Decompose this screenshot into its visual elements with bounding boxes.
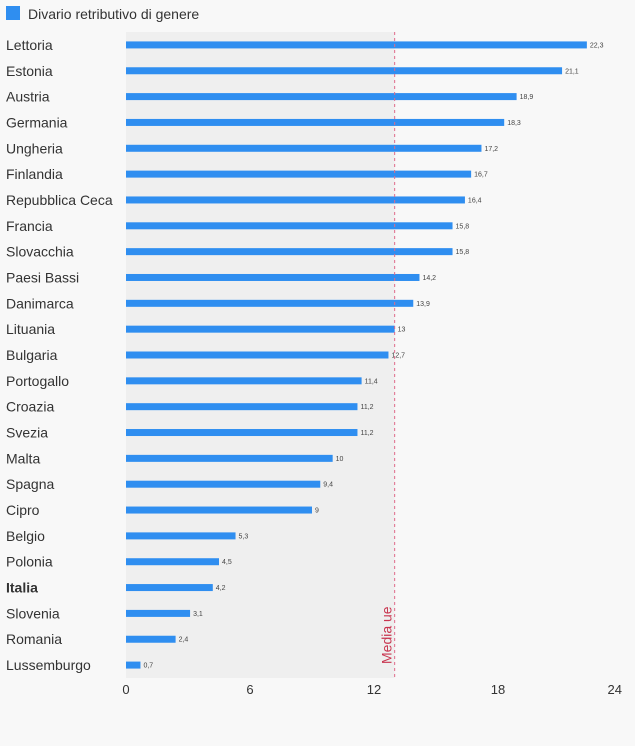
- bar: [126, 196, 465, 204]
- bar: [126, 635, 176, 643]
- category-label: Spagna: [6, 476, 54, 492]
- bar-value-label: 9: [315, 508, 319, 515]
- x-tick-label: 12: [367, 682, 381, 697]
- category-label: Slovacchia: [6, 244, 74, 260]
- bar: [126, 661, 141, 669]
- bar-value-label: 16,4: [468, 197, 482, 204]
- category-label: Italia: [6, 580, 38, 596]
- category-label: Svezia: [6, 425, 48, 441]
- category-label: Polonia: [6, 554, 53, 570]
- bar-value-label: 13,9: [416, 301, 430, 308]
- category-label: Francia: [6, 218, 53, 234]
- bar: [126, 429, 358, 437]
- bar: [126, 325, 395, 333]
- category-label: Romania: [6, 631, 62, 647]
- bar: [126, 351, 389, 359]
- reference-label: Media ue: [379, 606, 395, 664]
- bar-value-label: 2,4: [179, 637, 189, 644]
- bar-value-label: 13: [398, 327, 406, 334]
- bar: [126, 377, 362, 385]
- bar-value-label: 17,2: [484, 146, 498, 153]
- bar: [126, 299, 414, 307]
- bar-value-label: 5,3: [239, 533, 249, 540]
- bar-value-label: 3,1: [193, 611, 203, 618]
- category-label: Bulgaria: [6, 347, 58, 363]
- bar: [126, 222, 453, 230]
- legend-label: Divario retributivo di genere: [28, 6, 199, 22]
- bar: [126, 248, 453, 256]
- bar-value-label: 10: [336, 456, 344, 463]
- category-label: Belgio: [6, 528, 45, 544]
- legend-swatch: [6, 6, 20, 20]
- category-label: Paesi Bassi: [6, 269, 79, 285]
- bar-value-label: 18,9: [520, 94, 534, 101]
- bar: [126, 41, 587, 49]
- bar: [126, 118, 505, 126]
- bar: [126, 532, 236, 540]
- bar: [126, 584, 213, 592]
- category-label: Ungheria: [6, 140, 63, 156]
- bar: [126, 609, 191, 617]
- x-tick-label: 0: [122, 682, 129, 697]
- bar-value-label: 11,4: [365, 378, 378, 385]
- bar: [126, 480, 321, 488]
- category-label: Estonia: [6, 63, 53, 79]
- bar-value-label: 0,7: [143, 663, 153, 670]
- category-label: Finlandia: [6, 166, 63, 182]
- category-label: Portogallo: [6, 373, 69, 389]
- bar: [126, 558, 219, 566]
- bar-value-label: 12,7: [391, 353, 405, 360]
- category-label: Lettoria: [6, 37, 53, 53]
- bar-value-label: 21,1: [565, 68, 579, 75]
- category-label: Austria: [6, 89, 50, 105]
- bar-value-label: 4,2: [216, 585, 226, 592]
- x-tick-label: 24: [608, 682, 622, 697]
- category-label: Croazia: [6, 399, 54, 415]
- bar-value-label: 22,3: [590, 42, 604, 49]
- bar: [126, 403, 358, 411]
- bar: [126, 454, 333, 462]
- x-tick-label: 6: [246, 682, 253, 697]
- category-label: Germania: [6, 114, 68, 130]
- category-label: Repubblica Ceca: [6, 192, 113, 208]
- category-label: Slovenia: [6, 605, 60, 621]
- bar: [126, 506, 312, 514]
- bar-value-label: 11,2: [360, 404, 373, 411]
- bar-value-label: 15,8: [456, 249, 470, 256]
- category-label: Malta: [6, 450, 40, 466]
- bar: [126, 273, 420, 281]
- category-label: Lituania: [6, 321, 55, 337]
- bar-value-label: 11,2: [360, 430, 373, 437]
- bar-value-label: 14,2: [422, 275, 436, 282]
- x-tick-label: 18: [491, 682, 505, 697]
- bar-value-label: 4,5: [222, 559, 232, 566]
- category-label: Cipro: [6, 502, 40, 518]
- bar-value-label: 18,3: [507, 120, 521, 127]
- bar: [126, 93, 517, 101]
- bar: [126, 67, 563, 75]
- bar-value-label: 9,4: [323, 482, 333, 489]
- category-label: Lussemburgo: [6, 657, 91, 673]
- bar: [126, 170, 472, 178]
- bar-value-label: 15,8: [456, 223, 470, 230]
- bar-value-label: 16,7: [474, 172, 488, 179]
- category-label: Danimarca: [6, 295, 74, 311]
- bar: [126, 144, 482, 152]
